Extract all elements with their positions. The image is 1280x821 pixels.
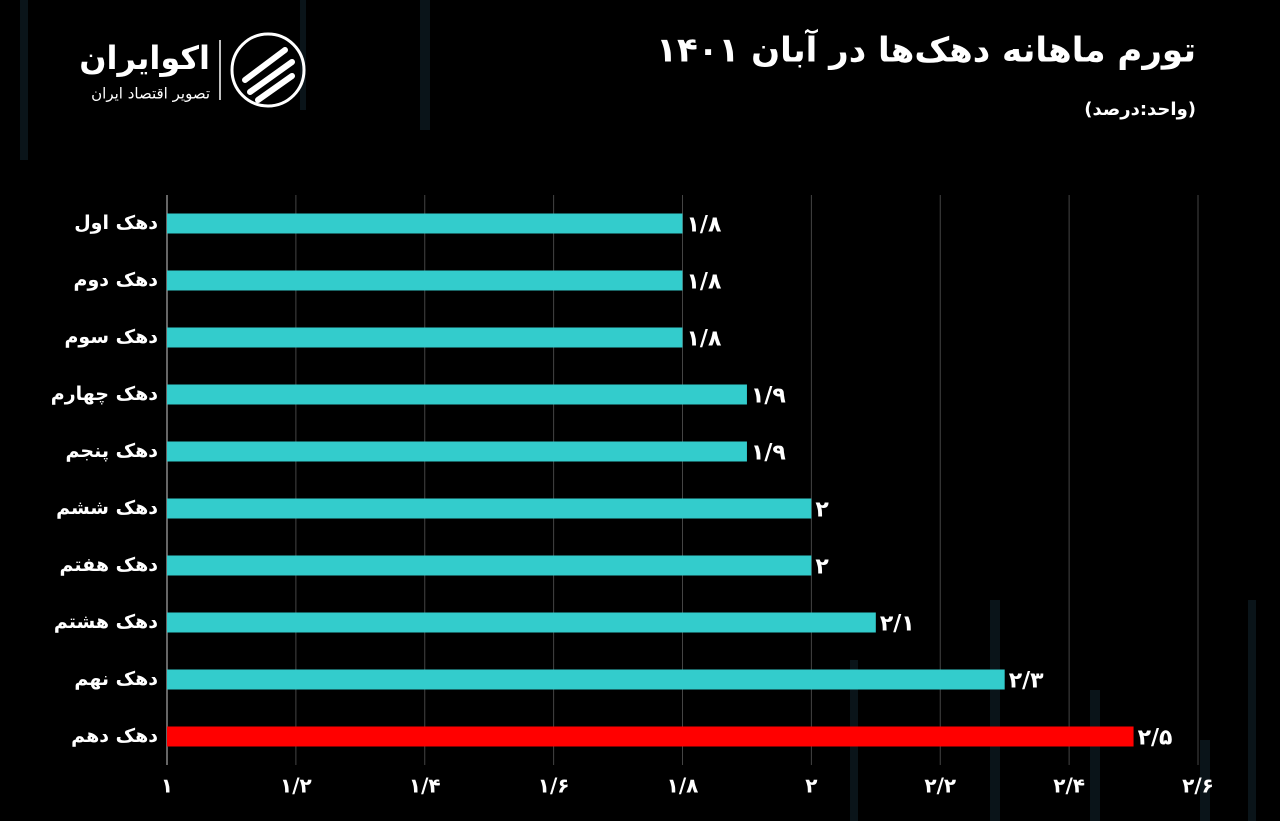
bar: [167, 213, 683, 234]
value-label: ۲: [815, 555, 829, 580]
chart-title: تورم ماهانه دهک‌ها در آبان ۱۴۰۱: [656, 29, 1196, 71]
logo-icon: [242, 47, 295, 103]
chart-subtitle: (واحد:درصد): [1084, 99, 1196, 120]
bar: [167, 441, 747, 462]
value-label: ۱/۸: [687, 327, 722, 352]
value-label: ۲/۵: [1138, 726, 1173, 751]
x-tick-label: ۲/۶: [1182, 774, 1214, 798]
bar: [167, 669, 1005, 690]
y-tick-label: دهک ششم: [56, 497, 158, 519]
y-tick-label: دهک دهم: [71, 725, 158, 747]
y-tick-label: دهک چهارم: [51, 383, 158, 405]
bar: [167, 270, 683, 291]
y-tick-label: دهک سوم: [64, 326, 158, 348]
y-tick-label: دهک پنجم: [66, 440, 159, 462]
bar: [167, 384, 747, 405]
y-tick-label: دهک اول: [74, 212, 158, 234]
bar: [167, 726, 1134, 747]
bar: [167, 498, 812, 519]
y-tick-label: دهک هفتم: [60, 554, 159, 576]
value-label: ۲/۱: [880, 612, 915, 637]
y-tick-label: دهک نهم: [74, 668, 158, 690]
x-tick-label: ۱/۸: [667, 774, 699, 798]
bar: [167, 612, 876, 633]
x-tick-label: ۱/۴: [409, 774, 441, 798]
value-label: ۱/۹: [751, 441, 786, 466]
x-tick-label: ۱/۲: [280, 774, 312, 798]
x-tick-label: ۱: [161, 774, 173, 798]
brand-tagline: تصویر اقتصاد ایران: [91, 85, 210, 103]
brand-name: اکوایران: [79, 39, 210, 77]
x-tick-label: ۲: [805, 774, 817, 798]
logo-icon: [230, 32, 306, 108]
y-tick-label: دهک دوم: [74, 269, 159, 291]
value-label: ۱/۸: [687, 270, 722, 295]
bar: [167, 327, 683, 348]
x-tick-label: ۲/۴: [1053, 774, 1085, 798]
y-tick-label: دهک هشتم: [54, 611, 158, 633]
logo: [219, 32, 306, 108]
value-label: ۲: [815, 498, 829, 523]
x-tick-label: ۲/۲: [924, 774, 956, 798]
value-label: ۱/۸: [687, 213, 722, 238]
x-tick-label: ۱/۶: [538, 774, 570, 798]
bar: [167, 555, 812, 576]
value-label: ۲/۳: [1009, 669, 1044, 694]
value-label: ۱/۹: [751, 384, 786, 409]
